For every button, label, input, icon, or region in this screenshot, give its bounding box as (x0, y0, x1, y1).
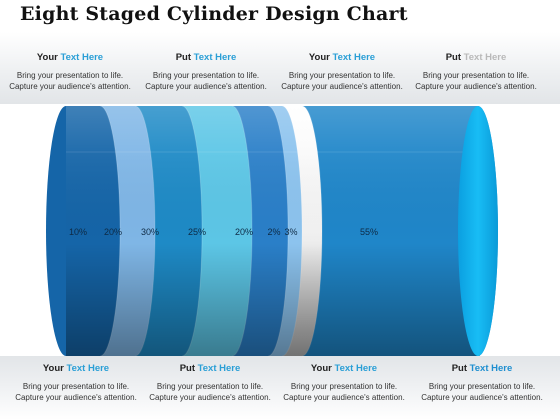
text-block-heading: Your Text Here (42, 363, 110, 374)
text-block-body: Bring your presentation to life. Capture … (283, 382, 405, 402)
bottom-band (0, 356, 560, 420)
segment-percent-label: 30% (141, 227, 159, 237)
text-block-heading: Put Text Here (445, 52, 507, 63)
segment-percent-label: 3% (284, 227, 297, 237)
segment-percent-label: 20% (235, 227, 253, 237)
segment-percent-label: 25% (188, 227, 206, 237)
text-block-top-4: Put Text Here Bring your presentation to… (406, 52, 546, 92)
text-block-heading: Put Text Here (179, 363, 241, 374)
text-block-body: Bring your presentation to life. Capture … (415, 71, 537, 91)
page-title: Eight Staged Cylinder Design Chart (20, 3, 408, 25)
text-block-body: Bring your presentation to life. Capture … (9, 71, 131, 91)
segment-percent-label: 10% (69, 227, 87, 237)
cylinder-shading (66, 106, 480, 356)
text-block-body: Bring your presentation to life. Capture … (281, 71, 403, 91)
text-block-body: Bring your presentation to life. Capture … (421, 382, 543, 402)
text-block-bottom-4: Put Text Here Bring your presentation to… (412, 363, 552, 403)
text-block-heading: Put Text Here (175, 52, 237, 63)
text-block-body: Bring your presentation to life. Capture … (15, 382, 137, 402)
text-block-bottom-2: Put Text Here Bring your presentation to… (140, 363, 280, 403)
text-block-bottom-1: Your Text Here Bring your presentation t… (6, 363, 146, 403)
cylinder-end-cap (458, 106, 498, 356)
text-block-heading: Put Text Here (451, 363, 513, 374)
text-block-body: Bring your presentation to life. Capture … (145, 71, 267, 91)
top-band (0, 32, 560, 104)
segment-percent-label: 20% (104, 227, 122, 237)
text-block-bottom-3: Your Text Here Bring your presentation t… (274, 363, 414, 403)
text-block-heading: Your Text Here (308, 52, 376, 63)
text-block-top-1: Your Text Here Bring your presentation t… (0, 52, 140, 92)
segment-percent-label: 55% (360, 227, 378, 237)
segment-percent-label: 2% (267, 227, 280, 237)
text-block-top-2: Put Text Here Bring your presentation to… (136, 52, 276, 92)
text-block-body: Bring your presentation to life. Capture … (149, 382, 271, 402)
text-block-heading: Your Text Here (36, 52, 104, 63)
text-block-top-3: Your Text Here Bring your presentation t… (272, 52, 412, 92)
text-block-heading: Your Text Here (310, 363, 378, 374)
